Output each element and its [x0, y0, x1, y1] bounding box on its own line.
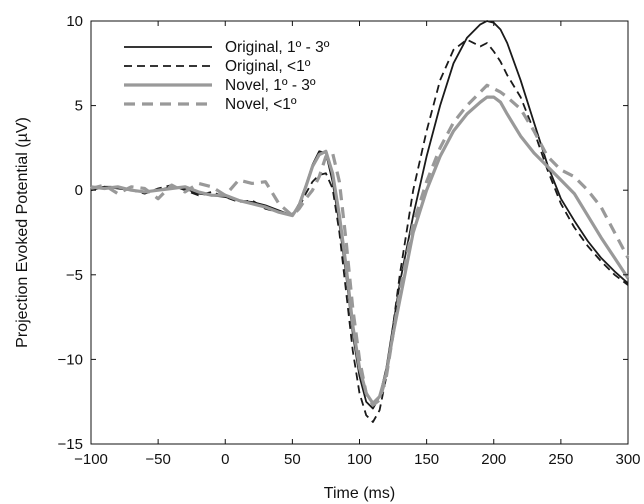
x-tick-label: 100 — [347, 451, 372, 468]
y-axis-ticks: −15 −10 −5 0 5 10 — [58, 13, 628, 453]
x-tick-label: 150 — [414, 451, 439, 468]
y-tick-label: 0 — [75, 182, 83, 199]
x-tick-label: 0 — [221, 451, 229, 468]
y-tick-label: −15 — [58, 436, 83, 453]
legend-label-4: Novel, <1º — [225, 96, 297, 113]
series-line-2 — [90, 38, 629, 423]
series-layer — [90, 20, 630, 423]
legend-label-1: Original, 1º - 3º — [225, 39, 330, 56]
x-tick-label: 50 — [284, 451, 301, 468]
legend-label-3: Novel, 1º - 3º — [225, 77, 316, 94]
y-tick-label: 5 — [75, 98, 83, 115]
x-tick-label: −50 — [145, 451, 170, 468]
x-tick-label: 300 — [615, 451, 640, 468]
legend: Original, 1º - 3º Original, <1º Novel, 1º … — [124, 39, 330, 113]
legend-label-2: Original, <1º — [225, 58, 311, 75]
x-tick-label: −100 — [74, 451, 108, 468]
y-axis-title: Projection Evoked Potential (µV) — [14, 117, 31, 348]
series-line-3 — [90, 95, 630, 405]
x-axis-title: Time (ms) — [324, 485, 395, 502]
x-tick-label: 250 — [548, 451, 573, 468]
y-tick-label: −5 — [66, 267, 83, 284]
y-tick-label: −10 — [58, 351, 83, 368]
series-line-4 — [90, 83, 630, 407]
y-tick-label: 10 — [66, 13, 83, 30]
x-tick-label: 200 — [481, 451, 506, 468]
x-axis-ticks: −100 −50 0 50 100 150 200 250 300 — [74, 21, 641, 468]
